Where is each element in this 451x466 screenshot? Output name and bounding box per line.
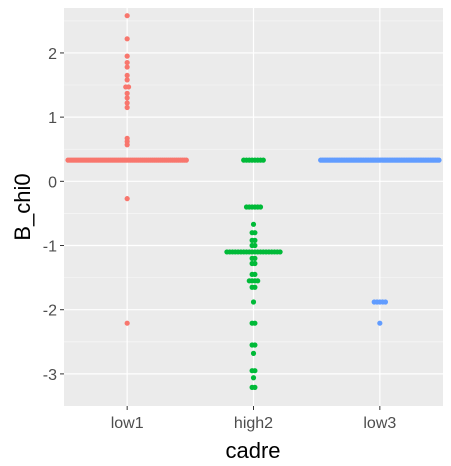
data-point-low3 [382,299,389,305]
data-point-high2 [257,204,264,210]
x-tick-label: high2 [234,415,273,432]
data-point-high2 [252,384,258,390]
data-point-low1 [124,59,130,66]
data-point-low1 [124,196,130,202]
y-tick-label: 2 [48,46,57,63]
x-axis-ticks: low1 high2 low3 [111,406,396,432]
y-axis-title: B_chi0 [10,173,35,240]
data-point-low1 [124,13,130,19]
y-tick-label: 0 [48,174,57,191]
data-point-low1 [125,84,132,90]
data-point-high2 [250,221,257,227]
y-tick-label: -3 [43,367,57,384]
x-tick-label: low3 [363,415,396,432]
x-axis-title: cadre [225,438,280,463]
data-point-low1 [124,72,130,79]
x-tick-label: low1 [111,415,144,432]
data-point-high2 [250,299,257,305]
data-point-high2 [252,271,258,278]
y-tick-label: -1 [43,239,57,256]
data-point-high2 [252,230,258,236]
data-point-high2 [260,157,266,163]
data-point-low1 [124,64,130,70]
data-point-low1 [124,90,130,96]
data-point-high2 [250,350,257,356]
y-axis-ticks: -3 -2 -1 0 1 2 [43,46,64,384]
data-point-high2 [252,368,258,374]
data-point-high2 [277,249,283,255]
data-point-low1 [124,104,130,111]
data-point-high2 [252,342,258,348]
y-tick-label: -2 [43,303,57,320]
data-point-high2 [252,242,258,249]
data-point-low1 [124,77,130,83]
data-point-high2 [252,284,258,290]
data-points [65,13,442,390]
data-point-high2 [252,237,258,243]
data-point-low1 [124,100,130,106]
data-point-low3 [377,320,383,326]
data-point-low1 [124,53,130,59]
data-point-low3 [436,157,442,163]
data-point-low1 [183,157,189,163]
data-point-high2 [252,255,258,261]
data-point-low1 [124,95,130,101]
data-point-low1 [124,142,130,148]
data-point-high2 [250,375,257,381]
y-tick-label: 1 [48,110,57,127]
data-point-low1 [124,36,130,42]
data-point-high2 [252,320,258,326]
data-point-high2 [255,278,261,284]
data-point-high2 [252,260,258,267]
data-point-low1 [124,320,130,326]
